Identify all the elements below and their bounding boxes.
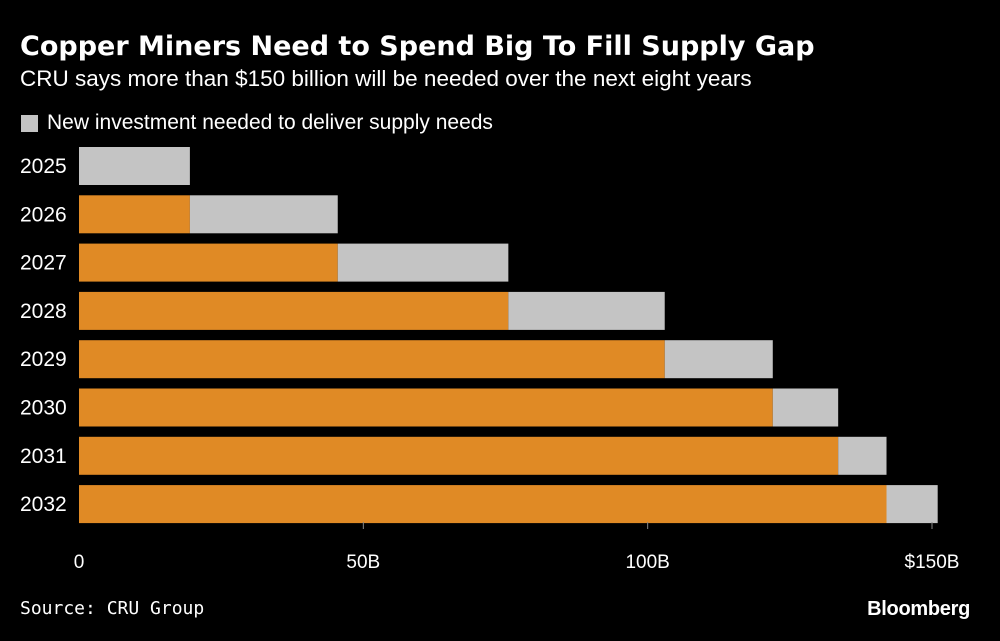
bar-new-investment-2030 (772, 388, 839, 427)
bloomberg-logo: Bloomberg (867, 598, 970, 620)
category-label-2030: 2030 (20, 397, 67, 420)
bar-cumulative-2030 (79, 388, 773, 427)
category-label-2029: 2029 (20, 348, 67, 371)
chart-subtitle: CRU says more than $150 billion will be … (20, 66, 752, 91)
chart-title: Copper Miners Need to Spend Big To Fill … (20, 31, 815, 62)
category-label-2028: 2028 (20, 300, 67, 323)
x-tick-label-100B: 100B (625, 552, 669, 573)
category-label-2025: 2025 (20, 155, 67, 178)
bar-new-investment-2026 (189, 195, 338, 234)
bar-new-investment-2025 (79, 147, 190, 185)
x-tick-label-50B: 50B (346, 552, 380, 573)
category-label-2026: 2026 (20, 203, 67, 226)
legend-label-new-investment: New investment needed to deliver supply … (47, 111, 493, 134)
category-label-2027: 2027 (20, 252, 67, 275)
bar-new-investment-2032 (886, 485, 938, 524)
bar-new-investment-2027 (337, 243, 509, 282)
bar-cumulative-2027 (79, 243, 338, 282)
category-label-2031: 2031 (20, 445, 67, 468)
bar-cumulative-2031 (79, 436, 839, 475)
bar-new-investment-2028 (508, 291, 665, 330)
bar-cumulative-2032 (79, 485, 887, 524)
bar-cumulative-2026 (79, 195, 190, 234)
category-label-2032: 2032 (20, 493, 67, 516)
x-tick-label-0: 0 (74, 552, 85, 573)
bar-cumulative-2028 (79, 291, 509, 330)
bar-cumulative-2029 (79, 340, 665, 379)
chart-legend: New investment needed to deliver supply … (21, 110, 493, 136)
source-note: Source: CRU Group (20, 598, 205, 619)
x-tick-label-150B: $150B (905, 552, 960, 573)
legend-swatch-new-investment (21, 114, 38, 132)
bar-new-investment-2029 (664, 340, 773, 379)
bar-new-investment-2031 (838, 436, 887, 475)
